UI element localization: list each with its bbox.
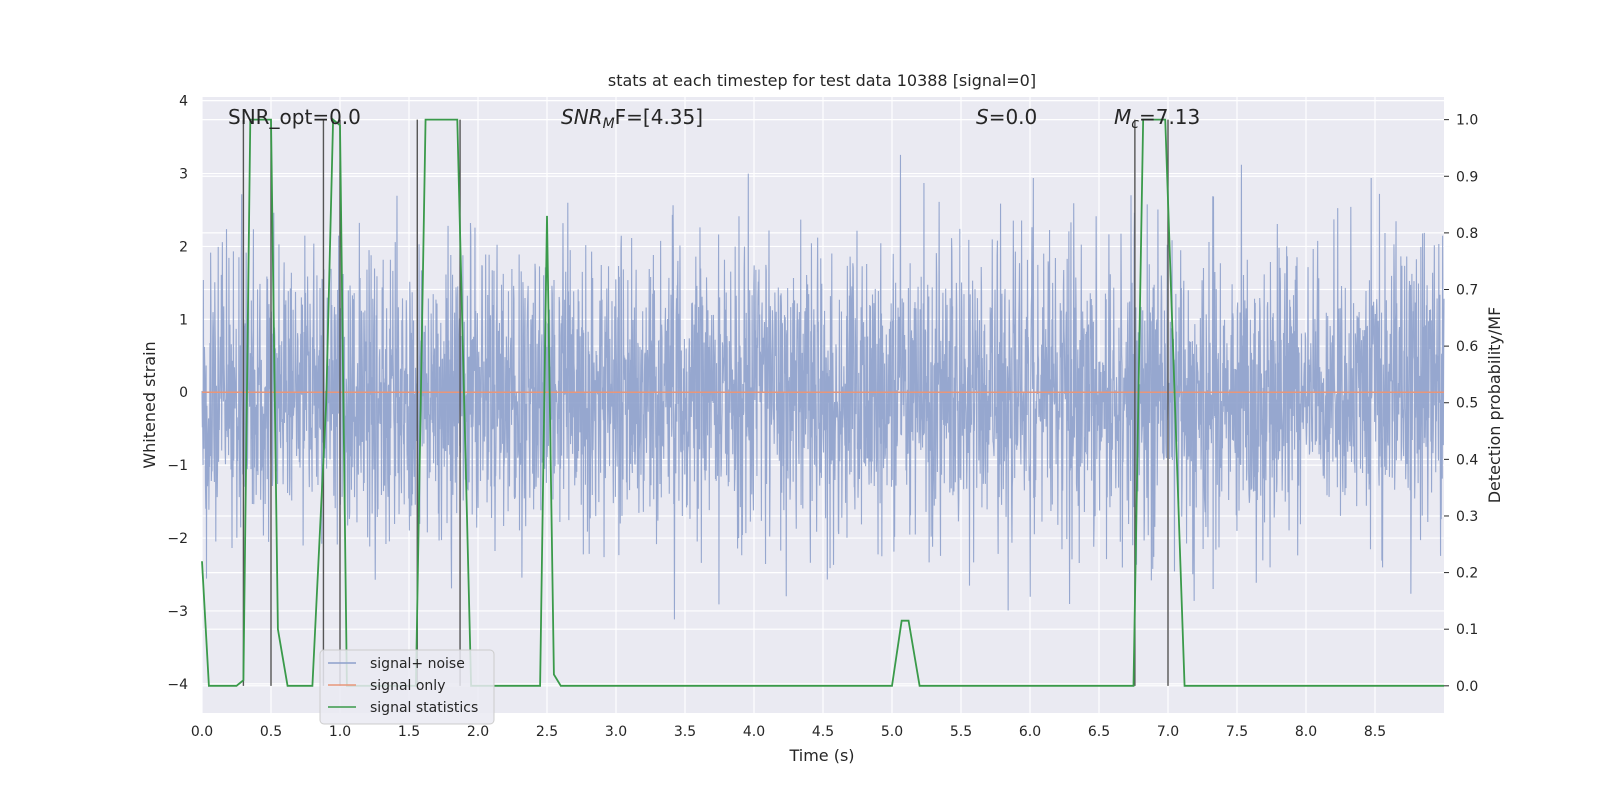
y-tick-label: 1 (179, 312, 188, 328)
y2-tick-label: 0.1 (1456, 622, 1478, 638)
annotation-snr-mf: SNRMF=[4.35] (561, 105, 703, 132)
x-tick-label: 1.0 (329, 724, 351, 740)
x-tick-label: 2.5 (536, 724, 558, 740)
y2-tick-label: 0.7 (1456, 283, 1478, 299)
x-tick-label: 4.5 (812, 724, 834, 740)
x-tick-label: 1.5 (398, 724, 420, 740)
snr-mf-sub: M (603, 116, 615, 132)
x-tick-label: 4.0 (743, 724, 765, 740)
y-tick-label: 0 (179, 385, 188, 401)
x-tick-label: 8.0 (1295, 724, 1317, 740)
y2-tick-label: 0.4 (1456, 452, 1478, 468)
mc-sub: c (1131, 116, 1139, 132)
legend-box (319, 649, 495, 725)
y-tick-label: −2 (167, 531, 188, 547)
mc-var: M (1114, 105, 1131, 129)
y-tick-label: −3 (167, 604, 188, 620)
s-var: S (976, 105, 989, 129)
y-axis-label: Whitened strain (140, 341, 159, 468)
legend-label-stats: signal statistics (370, 700, 478, 716)
x-tick-label: 3.5 (674, 724, 696, 740)
s-value: =0.0 (989, 105, 1038, 129)
x-tick-label: 0.0 (191, 724, 213, 740)
y2-tick-label: 0.3 (1456, 509, 1478, 525)
y-tick-label: −4 (167, 677, 188, 693)
y2-tick-label: 0.9 (1456, 169, 1478, 185)
snr-mf-suffix: F=[4.35] (615, 105, 703, 129)
y2-tick-label: 1.0 (1456, 113, 1478, 129)
annotation-snr-opt: SNR_opt=0.0 (228, 105, 361, 129)
x-tick-label: 5.5 (950, 724, 972, 740)
y2-tick-label: 0.6 (1456, 339, 1478, 355)
mc-value: =7.13 (1139, 105, 1200, 129)
series-signal-plus-noise (201, 154, 1445, 620)
legend-label-signal: signal only (370, 678, 445, 694)
y2-axis-label: Detection probability/MF (1485, 307, 1504, 504)
x-axis-label: Time (s) (788, 746, 854, 765)
legend-label-noise: signal+ noise (370, 656, 465, 672)
x-tick-label: 7.5 (1226, 724, 1248, 740)
y-axis-ticks: 4 3 2 1 0 −1 −2 −3 −4 (167, 94, 188, 693)
y2-tick-label: 0.2 (1456, 566, 1478, 582)
y2-axis-ticks: 1.0 0.9 0.8 0.7 0.6 0.5 0.4 0.3 0.2 0.1 0.0 (1444, 113, 1478, 695)
x-tick-label: 6.5 (1088, 724, 1110, 740)
legend: signal+ noise signal only signal statist… (319, 649, 495, 725)
x-tick-label: 3.0 (605, 724, 627, 740)
x-tick-label: 0.5 (260, 724, 282, 740)
y2-tick-label: 0.5 (1456, 396, 1478, 412)
noise-trace (201, 154, 1445, 620)
y-tick-label: 4 (179, 94, 188, 110)
x-axis-ticks: 0.0 0.5 1.0 1.5 2.0 2.5 3.0 3.5 4.0 4.5 5.0 5.5 6.0 6… (191, 724, 1386, 740)
snr-mf-prefix: SNR (561, 105, 603, 129)
x-tick-label: 7.0 (1157, 724, 1179, 740)
y-tick-label: 3 (179, 167, 188, 183)
x-tick-label: 5.0 (881, 724, 903, 740)
chart-title: stats at each timestep for test data 103… (608, 71, 1036, 90)
y2-tick-label: 0.0 (1456, 679, 1478, 695)
x-tick-label: 6.0 (1019, 724, 1041, 740)
vertical-markers (242, 119, 1169, 686)
annotation-s: S=0.0 (976, 105, 1037, 129)
x-tick-label: 2.0 (467, 724, 489, 740)
x-tick-label: 8.5 (1364, 724, 1386, 740)
y-tick-label: 2 (179, 239, 188, 255)
annotation-mc: Mc=7.13 (1114, 105, 1200, 132)
y-tick-label: −1 (167, 458, 188, 474)
y2-tick-label: 0.8 (1456, 226, 1478, 242)
